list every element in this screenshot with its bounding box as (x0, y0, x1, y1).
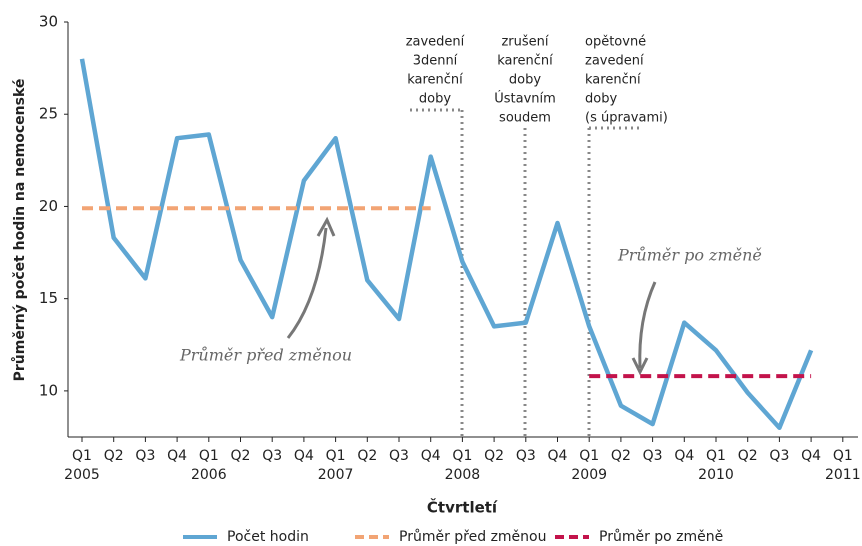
event-label: karenční (585, 73, 641, 88)
x-tick-label: Q4 (167, 448, 187, 464)
x-tick-label: Q4 (674, 448, 694, 464)
event-label: doby (585, 92, 617, 107)
event-label: zrušení (501, 35, 548, 50)
year-label: 2006 (191, 467, 227, 483)
x-tick-label: Q4 (294, 448, 314, 464)
x-tick-label: Q4 (548, 448, 568, 464)
event-label: (s úpravami) (585, 111, 668, 126)
x-tick-label: Q3 (389, 448, 409, 464)
x-tick-label: Q3 (643, 448, 663, 464)
x-tick-label: Q4 (801, 448, 821, 464)
x-tick-label: Q3 (262, 448, 282, 464)
x-tick-label: Q3 (516, 448, 536, 464)
y-tick-label: 25 (39, 105, 58, 123)
x-tick-label: Q4 (421, 448, 441, 464)
series-line (79, 58, 814, 431)
year-label: 2011 (825, 467, 861, 483)
x-tick-label: Q2 (357, 448, 377, 464)
event-label: doby (419, 92, 451, 107)
event-label: opětovné (585, 35, 646, 50)
y-tick-label: 10 (39, 381, 58, 399)
event-label: zavedení (585, 54, 644, 69)
legend-label: Průměr po změně (599, 529, 723, 545)
x-axis-label: Čtvrtletí (427, 498, 498, 517)
event-label: soudem (499, 111, 551, 126)
x-tick-label: Q2 (484, 448, 504, 464)
event-lines (410, 108, 642, 437)
legend-label: Počet hodin (227, 529, 309, 545)
x-tick-label: Q1 (326, 448, 346, 464)
y-tick-label: 20 (39, 197, 58, 215)
y-axis-label: Průměrný počet hodin na nemocenské (11, 79, 28, 382)
event-label: 3denní (413, 54, 458, 69)
x-tick-label: Q2 (738, 448, 758, 464)
note-arrows (286, 216, 657, 376)
x-tick-label: Q2 (231, 448, 251, 464)
x-tick-label: Q1 (452, 448, 472, 464)
year-label: 2007 (318, 467, 354, 483)
y-tick-label: 15 (39, 289, 58, 307)
x-tick-label: Q2 (104, 448, 124, 464)
y-tick-label: 30 (39, 13, 58, 31)
year-label: 2008 (445, 467, 481, 483)
year-label: 2009 (571, 467, 607, 483)
note: Průměr po změně (617, 246, 762, 265)
x-tick-label: Q3 (769, 448, 789, 464)
x-tick-label: Q1 (72, 448, 92, 464)
x-tick-label: Q3 (135, 448, 155, 464)
event-label: Ústavním (494, 91, 556, 107)
x-tick-label: Q1 (199, 448, 219, 464)
event-label: doby (509, 73, 541, 88)
x-tick-label: Q1 (706, 448, 726, 464)
x-tick-label: Q2 (611, 448, 631, 464)
event-label: karenční (497, 54, 553, 69)
event-label: karenční (407, 73, 463, 88)
legend-label: Průměr před změnou (399, 529, 546, 545)
year-label: 2010 (698, 467, 734, 483)
event-label: zavedení (406, 35, 465, 50)
note: Průměr před změnou (179, 346, 352, 365)
year-label: 2005 (64, 467, 100, 483)
x-tick-label: Q1 (579, 448, 599, 464)
x-tick-label: Q1 (833, 448, 853, 464)
